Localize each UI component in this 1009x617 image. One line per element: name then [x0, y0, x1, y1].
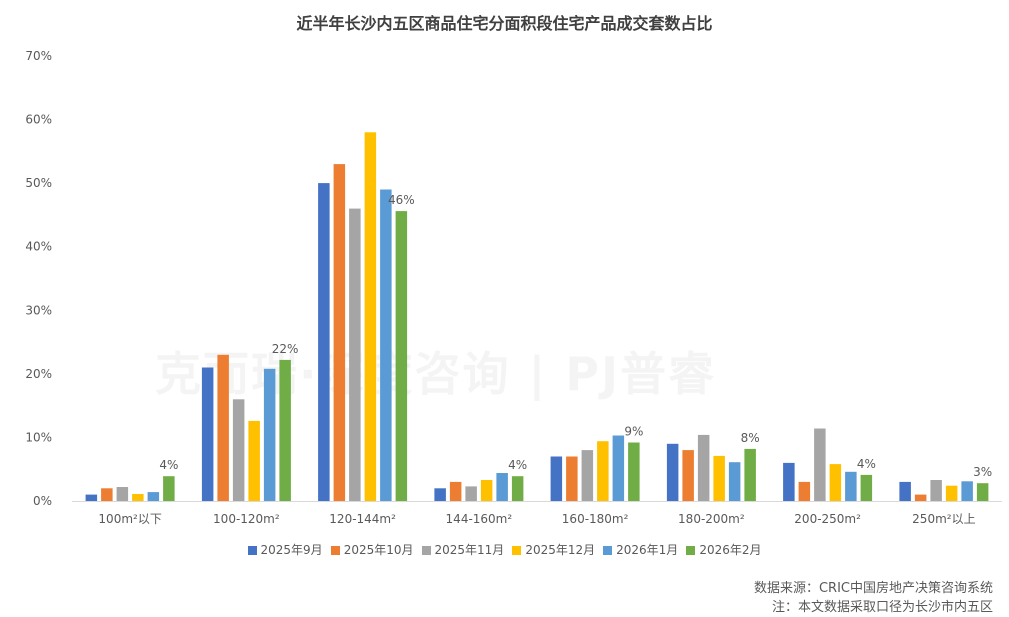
- bar: [147, 492, 160, 501]
- legend-item: 2025年11月: [421, 541, 505, 558]
- bar: [364, 132, 377, 502]
- bar: [318, 183, 330, 501]
- bar: [232, 399, 245, 501]
- bar: [480, 480, 493, 501]
- chart-title: 近半年长沙内五区商品住宅分面积段住宅产品成交套数占比: [296, 14, 713, 33]
- bar-chart: 0% 10% 20% 30% 40% 50% 60% 70% 100m²以下 100-120m² 1…: [25, 49, 1002, 526]
- legend-item: 2025年10月: [330, 541, 414, 558]
- watermark-text: 克而瑞·深度咨询 | PJ普睿: [155, 338, 716, 404]
- x-tick-label: 100-120m²: [213, 512, 280, 526]
- bar: [132, 494, 144, 501]
- source-note: 数据来源：CRIC中国房地产决策咨询系统: [753, 581, 993, 596]
- bar: [597, 441, 609, 501]
- bar: [961, 481, 973, 501]
- bar: [248, 420, 260, 501]
- data-label: 46%: [388, 193, 415, 207]
- x-tick-label: 250m²以上: [912, 512, 975, 526]
- x-tick-label: 160-180m²: [562, 512, 629, 526]
- scope-note: 注：本文数据采取口径为长沙市内五区: [771, 600, 993, 615]
- bar: [566, 456, 578, 501]
- bar: [744, 448, 756, 501]
- bar: [550, 456, 563, 501]
- x-tick-label: 100m²以下: [98, 512, 161, 526]
- legend-swatch: [512, 546, 522, 555]
- legend-label: 2025年10月: [343, 543, 414, 557]
- bar: [217, 354, 229, 501]
- legend-label: 2026年1月: [616, 543, 679, 557]
- bar: [581, 450, 594, 501]
- legend-item: 2025年12月: [512, 541, 595, 558]
- legend-swatch: [686, 546, 696, 555]
- bar: [728, 462, 741, 501]
- bar: [783, 462, 795, 501]
- data-label: 9%: [624, 425, 643, 439]
- bar: [511, 476, 524, 501]
- y-tick-label: 20%: [25, 367, 52, 381]
- bar: [628, 442, 640, 501]
- bar: [395, 211, 408, 501]
- y-tick-label: 0%: [33, 494, 52, 508]
- y-tick-label: 40%: [25, 240, 52, 254]
- legend-swatch: [330, 546, 340, 555]
- legend-label: 2025年11月: [434, 543, 505, 557]
- legend-swatch: [421, 546, 431, 555]
- bar: [829, 464, 842, 501]
- y-tick-label: 30%: [25, 303, 52, 317]
- legend-swatch: [247, 546, 257, 555]
- bar: [612, 435, 625, 501]
- data-label: 8%: [741, 431, 760, 445]
- x-tick-label: 200-250m²: [794, 512, 861, 526]
- bar: [85, 494, 98, 501]
- bar: [279, 359, 291, 501]
- bar: [914, 494, 927, 501]
- bar: [713, 455, 725, 501]
- bar: [899, 481, 911, 501]
- legend-item: 2026年2月: [686, 541, 762, 558]
- bar: [682, 450, 694, 501]
- bar: [380, 189, 392, 501]
- legend-label: 2025年12月: [525, 543, 596, 557]
- bar: [697, 434, 710, 501]
- bar: [201, 367, 214, 501]
- bar: [845, 471, 857, 501]
- x-tick-label: 120-144m²: [329, 512, 396, 526]
- x-tick-label: 144-160m²: [446, 512, 513, 526]
- bar: [814, 428, 826, 501]
- bar: [798, 481, 811, 501]
- bar: [860, 474, 873, 501]
- y-tick-label: 50%: [25, 176, 52, 190]
- x-tick-label: 180-200m²: [678, 512, 745, 526]
- data-label: 4%: [508, 458, 527, 472]
- bar: [349, 208, 361, 501]
- legend-label: 2026年2月: [699, 543, 762, 557]
- data-label: 22%: [272, 342, 299, 356]
- data-label: 4%: [857, 457, 876, 471]
- y-tick-label: 70%: [25, 49, 52, 63]
- legend-item: 2025年9月: [247, 541, 323, 558]
- y-tick-label: 60%: [25, 113, 52, 127]
- data-label: 4%: [159, 458, 178, 472]
- bar: [976, 483, 989, 501]
- data-label: 3%: [973, 465, 992, 479]
- bar: [496, 473, 508, 501]
- bar: [666, 443, 679, 501]
- legend-label: 2025年9月: [260, 543, 323, 557]
- legend-item: 2026年1月: [603, 541, 678, 558]
- bar: [263, 368, 276, 501]
- bar: [945, 485, 958, 501]
- legend-swatch: [603, 546, 613, 555]
- bar: [163, 476, 175, 501]
- bar: [101, 488, 113, 501]
- chart-legend: 2025年9月 2025年10月 2025年11月 2025年12月 2026年1月 20…: [0, 541, 1009, 558]
- bar: [465, 486, 477, 501]
- bar: [434, 488, 446, 501]
- bar: [116, 487, 129, 501]
- bar: [449, 481, 462, 501]
- y-tick-label: 10%: [25, 430, 52, 444]
- bar: [930, 480, 942, 501]
- bar: [333, 164, 346, 501]
